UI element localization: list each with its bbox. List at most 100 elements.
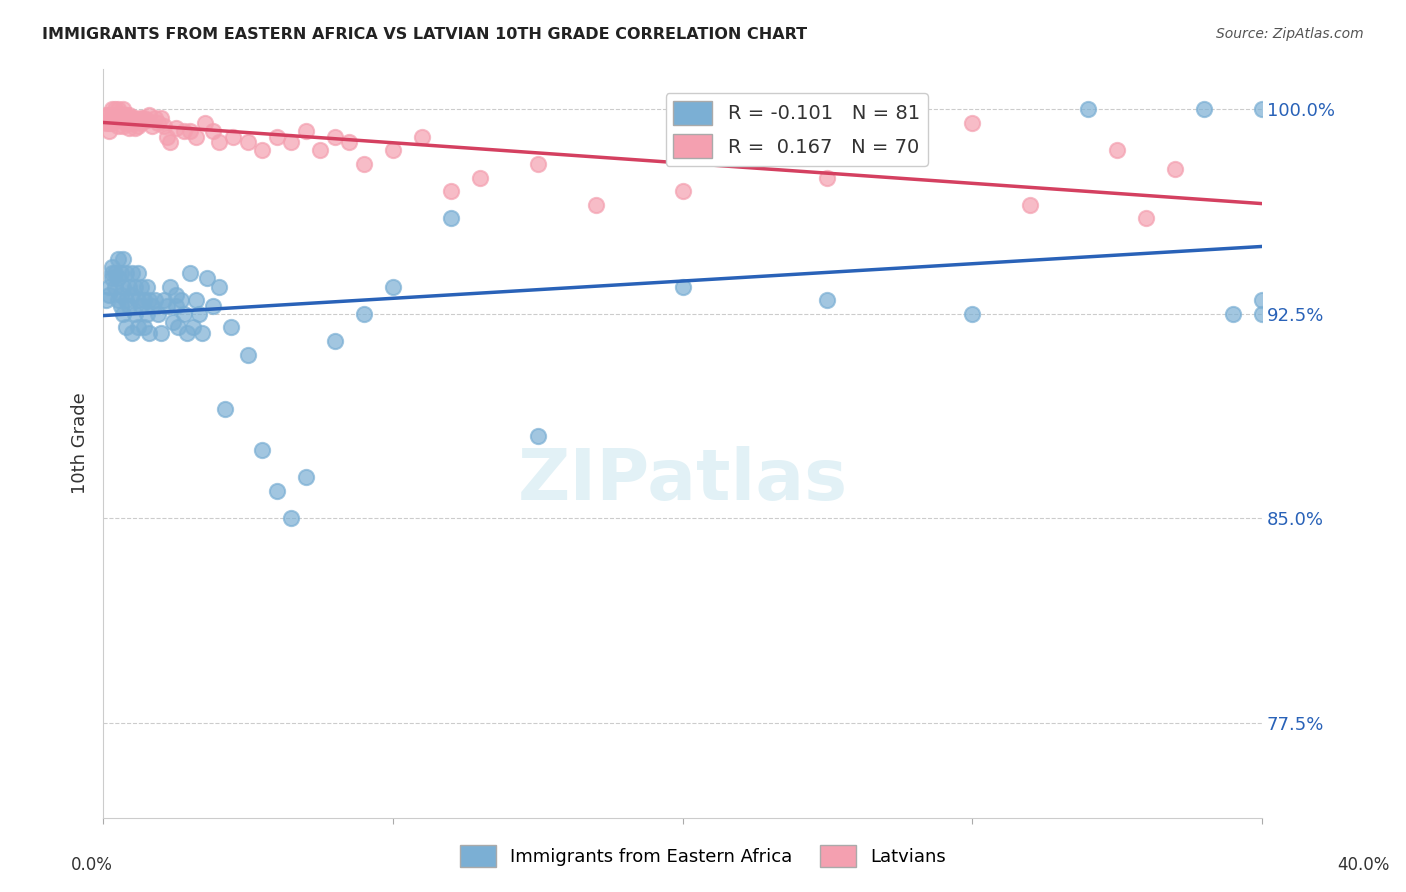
Point <box>1251 103 1274 117</box>
Point <box>146 116 169 130</box>
Point <box>141 299 163 313</box>
Point <box>138 326 160 340</box>
Point <box>143 293 166 307</box>
Text: IMMIGRANTS FROM EASTERN AFRICA VS LATVIAN 10TH GRADE CORRELATION CHART: IMMIGRANTS FROM EASTERN AFRICA VS LATVIA… <box>42 27 807 42</box>
Point <box>167 320 190 334</box>
Point <box>214 402 236 417</box>
Point <box>181 320 204 334</box>
Point <box>193 116 215 130</box>
Point <box>101 266 124 280</box>
Point <box>124 111 146 125</box>
Point <box>115 266 138 280</box>
Point <box>104 113 127 128</box>
Point <box>280 135 302 149</box>
Point <box>202 124 225 138</box>
Point <box>440 184 463 198</box>
Point <box>132 293 155 307</box>
Point <box>153 119 176 133</box>
Point <box>107 103 129 117</box>
Point <box>115 108 138 122</box>
Point <box>129 116 152 130</box>
Point <box>101 271 124 285</box>
Point <box>121 326 143 340</box>
Point <box>1135 211 1157 226</box>
Text: 0.0%: 0.0% <box>70 856 112 874</box>
Point <box>124 279 146 293</box>
Y-axis label: 10th Grade: 10th Grade <box>72 392 89 494</box>
Point <box>101 260 124 275</box>
Point <box>252 143 274 157</box>
Point <box>101 103 124 117</box>
Point <box>295 124 318 138</box>
Point <box>236 348 259 362</box>
Point <box>129 299 152 313</box>
Point <box>295 470 318 484</box>
Point <box>165 121 187 136</box>
Point <box>468 170 491 185</box>
Point <box>156 129 179 144</box>
Point <box>150 111 173 125</box>
Point <box>323 334 346 348</box>
Point <box>110 113 132 128</box>
Point <box>94 116 117 130</box>
Legend: R = -0.101   N = 81, R =  0.167   N = 70: R = -0.101 N = 81, R = 0.167 N = 70 <box>665 94 928 166</box>
Point <box>153 293 176 307</box>
Point <box>381 143 404 157</box>
Point <box>104 103 127 117</box>
Point <box>162 315 184 329</box>
Point <box>112 279 135 293</box>
Point <box>266 483 288 498</box>
Point <box>671 279 693 293</box>
Point <box>381 279 404 293</box>
Point <box>110 299 132 313</box>
Point <box>815 170 838 185</box>
Point <box>208 135 231 149</box>
Point <box>124 121 146 136</box>
Text: Source: ZipAtlas.com: Source: ZipAtlas.com <box>1216 27 1364 41</box>
Point <box>107 293 129 307</box>
Point <box>110 266 132 280</box>
Point <box>97 116 120 130</box>
Point <box>97 279 120 293</box>
Point <box>440 211 463 226</box>
Point <box>411 129 433 144</box>
Point <box>1251 293 1274 307</box>
Point <box>94 108 117 122</box>
Point <box>337 135 360 149</box>
Point <box>184 293 207 307</box>
Point <box>127 119 149 133</box>
Point <box>124 307 146 321</box>
Point <box>135 307 157 321</box>
Point <box>197 271 219 285</box>
Point <box>94 293 117 307</box>
Point <box>179 266 201 280</box>
Point <box>121 266 143 280</box>
Point <box>110 108 132 122</box>
Point <box>143 111 166 125</box>
Point <box>129 279 152 293</box>
Point <box>112 108 135 122</box>
Point <box>236 135 259 149</box>
Point <box>1019 198 1042 212</box>
Point <box>202 299 225 313</box>
Point <box>526 429 548 443</box>
Point <box>156 299 179 313</box>
Point <box>252 443 274 458</box>
Point <box>135 279 157 293</box>
Point <box>97 287 120 301</box>
Point <box>121 111 143 125</box>
Point <box>127 113 149 128</box>
Point <box>159 135 181 149</box>
Point <box>107 108 129 122</box>
Text: ZIPatlas: ZIPatlas <box>517 446 848 516</box>
Point <box>960 116 983 130</box>
Point <box>165 287 187 301</box>
Point <box>190 326 212 340</box>
Text: 40.0%: 40.0% <box>1337 856 1391 874</box>
Point <box>115 320 138 334</box>
Point <box>138 293 160 307</box>
Point <box>280 511 302 525</box>
Point <box>121 116 143 130</box>
Point <box>323 129 346 144</box>
Point <box>97 108 120 122</box>
